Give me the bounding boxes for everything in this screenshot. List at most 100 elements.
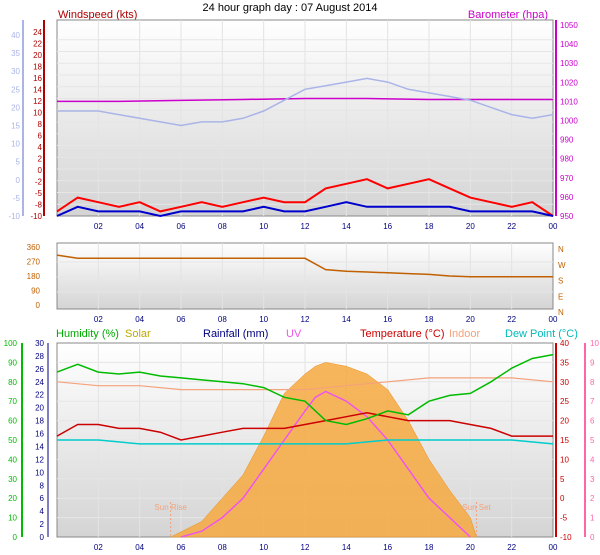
uv-tick-label: 1	[590, 514, 595, 523]
dew-point-line	[57, 439, 554, 445]
wind-tick-label: 4	[38, 143, 43, 152]
x-tick-label: 06	[177, 222, 186, 231]
far-left-tick-label: -10	[8, 212, 20, 221]
direction-tick-label: 270	[27, 258, 41, 267]
humidity-line	[56, 353, 554, 426]
rain-tick-label: 18	[35, 417, 44, 426]
x-tick-label: 10	[259, 543, 268, 552]
x-tick-label: 14	[342, 222, 351, 231]
rain-tick-label: 10	[35, 468, 44, 477]
x-tick-label: 16	[383, 222, 392, 231]
wind-tick-label: 20	[33, 51, 42, 60]
chart-title: 24 hour graph day : 07 August 2014	[203, 2, 378, 14]
far-left-tick-label: -5	[13, 194, 21, 203]
direction-tick-label: 360	[27, 243, 41, 252]
uv-tick-label: 4	[590, 455, 595, 464]
temperature-tick-label: 35	[560, 358, 569, 367]
wind-tick-label: 2	[38, 155, 43, 164]
rain-tick-label: 24	[35, 378, 44, 387]
windspeed-label: Windspeed (kts)	[58, 9, 137, 21]
outdoor-temp-line	[57, 77, 554, 127]
humidity-tick-label: 10	[8, 514, 17, 523]
x-tick-label: 04	[135, 315, 144, 324]
temperature-tick-label: 5	[560, 475, 565, 484]
wind-tick-label: -2	[35, 178, 43, 187]
x-tick-label: 04	[135, 543, 144, 552]
x-tick-label: 22	[507, 543, 516, 552]
x-tick-label: 06	[177, 315, 186, 324]
baro-tick-label: 1050	[560, 21, 578, 30]
far-left-tick-label: 30	[11, 67, 20, 76]
wind-tick-label: 22	[33, 40, 42, 49]
temperature-tick-label: -5	[560, 514, 568, 523]
baro-tick-label: 1010	[560, 97, 578, 106]
legend-indoor: Indoor	[449, 328, 481, 340]
rain-tick-label: 26	[35, 365, 44, 374]
uv-tick-label: 3	[590, 475, 595, 484]
x-tick-label: 04	[135, 222, 144, 231]
temperature-tick-label: -10	[560, 533, 572, 542]
baro-tick-label: 960	[560, 193, 574, 202]
x-tick-label: 20	[466, 543, 475, 552]
x-tick-label: 08	[218, 315, 227, 324]
uv-tick-label: 5	[590, 436, 595, 445]
wind-tick-label: 12	[33, 97, 42, 106]
rain-tick-label: 28	[35, 352, 44, 361]
sunset-label: Sun Set	[462, 503, 491, 512]
legend-solar: Solar	[125, 328, 151, 340]
rain-tick-label: 8	[40, 481, 45, 490]
wind-tick-label: 8	[38, 120, 43, 129]
compass-tick-label: N	[558, 308, 564, 317]
x-tick-label: 20	[466, 315, 475, 324]
far-left-tick-label: 5	[16, 158, 21, 167]
wind-tick-label: 14	[33, 86, 42, 95]
rain-tick-label: 0	[40, 533, 45, 542]
x-tick-label: 10	[259, 222, 268, 231]
compass-tick-label: W	[558, 261, 566, 270]
x-tick-label: 08	[218, 543, 227, 552]
sunrise-label: Sun Rise	[154, 503, 187, 512]
uv-tick-label: 7	[590, 397, 595, 406]
rain-tick-label: 20	[35, 404, 44, 413]
legend-humidity: Humidity (%)	[56, 328, 119, 340]
humidity-tick-label: 100	[4, 339, 18, 348]
x-tick-label: 18	[425, 315, 434, 324]
humidity-tick-label: 60	[8, 417, 17, 426]
uv-tick-label: 10	[590, 339, 599, 348]
x-tick-label: 22	[507, 315, 516, 324]
rain-tick-label: 2	[40, 520, 45, 529]
uv-tick-label: 6	[590, 417, 595, 426]
humidity-tick-label: 70	[8, 397, 17, 406]
uv-line	[180, 390, 471, 538]
x-tick-label: 02	[94, 315, 103, 324]
weather-legend: Humidity (%) Solar Rainfall (mm) UV Temp…	[56, 328, 578, 340]
temperature-tick-label: 30	[560, 378, 569, 387]
baro-tick-label: 1030	[560, 59, 578, 68]
indoor-temp-line	[56, 377, 554, 391]
far-left-tick-label: 35	[11, 49, 20, 58]
rain-tick-label: 14	[35, 442, 44, 451]
rain-tick-label: 30	[35, 339, 44, 348]
humidity-tick-label: 0	[13, 533, 18, 542]
x-tick-label: 02	[94, 543, 103, 552]
uv-tick-label: 9	[590, 358, 595, 367]
wind-tick-label: 0	[38, 166, 43, 175]
baro-tick-label: 990	[560, 136, 574, 145]
x-tick-label: 00	[549, 315, 558, 324]
x-tick-label: 18	[425, 543, 434, 552]
x-tick-label: 08	[218, 222, 227, 231]
far-left-tick-label: 20	[11, 103, 20, 112]
x-tick-label: 00	[549, 222, 558, 231]
humidity-tick-label: 80	[8, 378, 17, 387]
uv-tick-label: 8	[590, 378, 595, 387]
x-tick-label: 12	[301, 315, 310, 324]
wind-gust-line	[56, 178, 554, 217]
x-tick-label: 02	[94, 222, 103, 231]
x-tick-label: 16	[383, 315, 392, 324]
compass-tick-label: S	[558, 277, 563, 286]
wind-tick-label: -8	[35, 201, 43, 210]
direction-tick-label: 90	[31, 287, 40, 296]
wind-tick-label: -5	[35, 189, 43, 198]
